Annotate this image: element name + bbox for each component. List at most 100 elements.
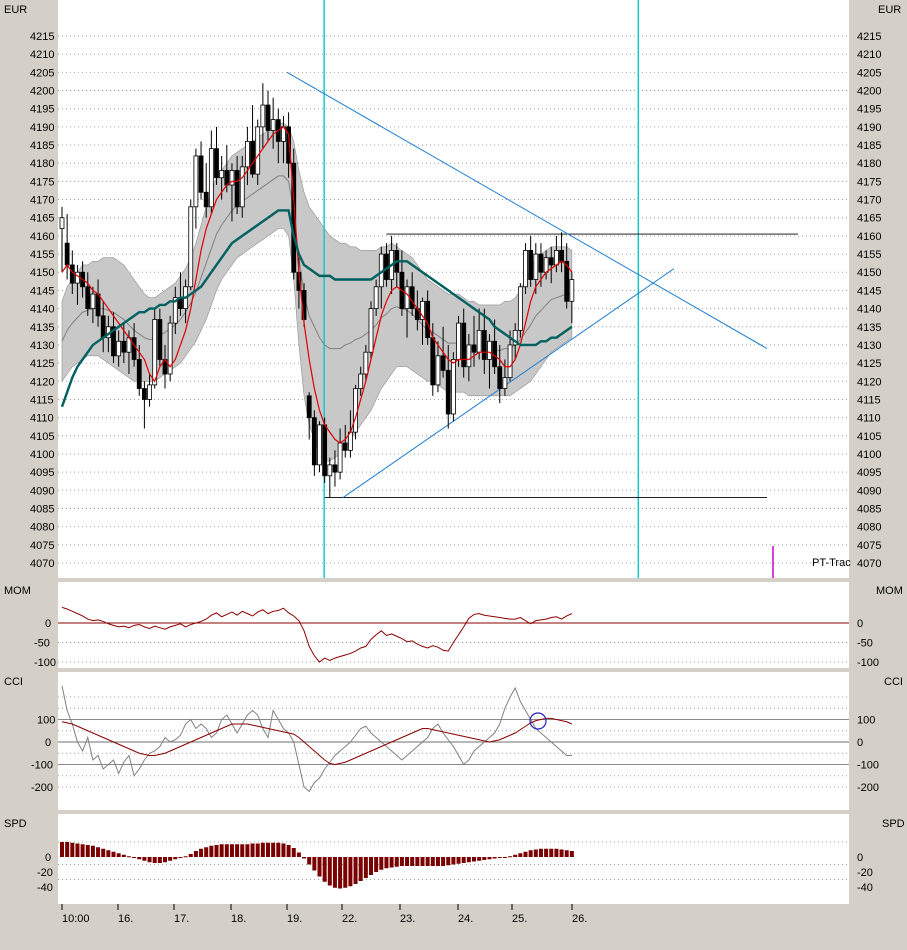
price-tick-label-right: 4155 xyxy=(857,249,881,261)
price-tick-label-right: 4165 xyxy=(857,213,881,225)
lower-trendline xyxy=(342,268,675,498)
spd-tick-label-right: -20 xyxy=(857,867,873,879)
x-tick-label: 18. xyxy=(231,913,246,925)
mom-tick-label-left: -100 xyxy=(34,657,56,669)
candle-body xyxy=(188,206,194,288)
spd-bar xyxy=(152,857,157,863)
candle-body xyxy=(502,377,508,389)
candle-body xyxy=(203,191,209,208)
price-tick-label-right: 4200 xyxy=(857,86,881,98)
candle-body xyxy=(85,286,91,309)
candle-body xyxy=(497,366,503,389)
candle-body xyxy=(327,464,333,477)
spd-bar xyxy=(312,857,317,871)
x-tick-label: 23. xyxy=(400,913,415,925)
spd-bar xyxy=(291,848,296,857)
spd-bar xyxy=(317,857,322,877)
axis-layer: 4070 4070 4075 4075 4080 4080 4085 4085 4090 4090… xyxy=(30,31,881,925)
candle-body xyxy=(260,104,266,128)
spd-bar xyxy=(60,842,64,857)
candle-body xyxy=(373,286,379,309)
price-tick-label-right: 4160 xyxy=(857,231,881,243)
price-tick-label-left: 4205 xyxy=(30,67,54,79)
candle-body xyxy=(234,170,240,208)
candle-body xyxy=(543,257,549,273)
spd-bar xyxy=(456,857,461,864)
spd-tick-label-left: -40 xyxy=(37,882,53,894)
price-tick-label-left: 4140 xyxy=(30,304,54,316)
spd-bar xyxy=(441,857,446,866)
spd-bar xyxy=(544,848,549,857)
candle-body xyxy=(548,257,554,266)
candle-body xyxy=(64,242,70,266)
spd-bar xyxy=(405,857,410,866)
price-tick-label-left: 4200 xyxy=(30,86,54,98)
spd-tick-label-left: 0 xyxy=(45,852,51,864)
candle-body xyxy=(219,170,225,179)
candle-body xyxy=(538,253,544,273)
spd-bar xyxy=(209,845,214,857)
candle-body xyxy=(332,464,338,473)
candle-body xyxy=(456,322,461,360)
spd-bar xyxy=(415,857,420,866)
spd-bar xyxy=(559,849,564,857)
spd-bar xyxy=(420,857,425,866)
spd-bar xyxy=(132,857,137,858)
candle-body xyxy=(59,217,65,230)
price-tick-label-right: 4205 xyxy=(857,67,881,79)
price-tick-label-left: 4070 xyxy=(30,558,54,570)
price-tick-label-right: 4110 xyxy=(857,413,881,425)
candle-body xyxy=(409,286,415,309)
spd-bar xyxy=(528,850,533,857)
x-tick-label: 10:00 xyxy=(62,913,90,925)
cci-fast-line xyxy=(61,685,572,793)
price-tick-label-left: 4105 xyxy=(30,431,54,443)
spd-bar xyxy=(245,844,250,857)
spd-bar xyxy=(461,857,466,863)
candle-body xyxy=(517,286,523,331)
price-tick-label-left: 4165 xyxy=(30,213,54,225)
candle-body xyxy=(121,340,127,353)
spd-bar xyxy=(250,843,255,857)
candle-body xyxy=(559,250,564,262)
candle-body xyxy=(476,329,482,353)
spd-bar xyxy=(147,857,152,863)
candle-body xyxy=(445,369,451,415)
spd-bar xyxy=(188,854,193,857)
spd-bar xyxy=(266,842,270,857)
price-tick-label-left: 4130 xyxy=(30,340,54,352)
spd-bar xyxy=(348,857,353,887)
spd-bar xyxy=(214,845,219,857)
spd-bar xyxy=(85,845,90,857)
spd-bar xyxy=(466,857,471,863)
price-tick-label-left: 4075 xyxy=(30,540,54,552)
spd-bar xyxy=(276,842,281,857)
spd-bar xyxy=(116,853,121,857)
price-tick-label-right: 4185 xyxy=(857,140,881,152)
candle-body xyxy=(136,359,142,389)
spd-bar xyxy=(168,857,173,861)
price-tick-label-right: 4085 xyxy=(857,503,881,515)
spd-bar xyxy=(497,857,502,858)
candle-body xyxy=(311,417,317,466)
spd-bar xyxy=(353,857,358,884)
candle-body xyxy=(239,166,245,208)
spd-bar xyxy=(533,849,538,857)
spd-bar xyxy=(477,857,482,861)
mom-tick-label-left: 0 xyxy=(45,618,51,630)
candle-body xyxy=(342,442,348,451)
spd-bar xyxy=(513,854,518,857)
candle-body xyxy=(147,384,152,400)
spd-bar xyxy=(286,845,291,857)
price-tick-label-right: 4195 xyxy=(857,104,881,116)
spd-bar xyxy=(399,857,404,866)
price-tick-label-right: 4125 xyxy=(857,358,881,370)
candle-body xyxy=(430,337,436,386)
spd-bar xyxy=(338,857,343,889)
x-tick-label: 25. xyxy=(512,913,527,925)
spd-bar xyxy=(137,857,142,860)
spd-bar xyxy=(327,857,332,886)
candle-body xyxy=(471,344,477,353)
spd-bar xyxy=(435,857,440,866)
spd-tick-label-right: -40 xyxy=(857,882,873,894)
